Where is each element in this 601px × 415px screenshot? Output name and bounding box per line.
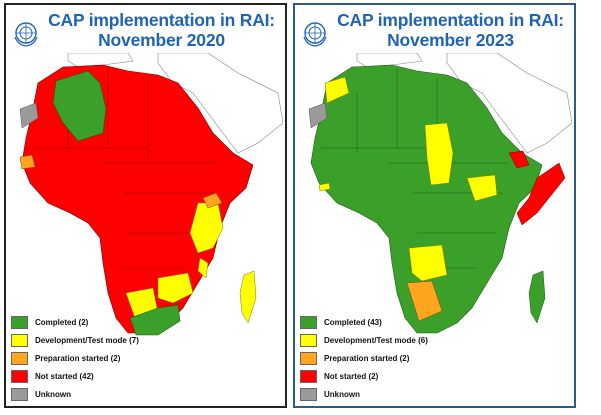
malawi-development	[197, 257, 209, 279]
legend-item-preparation: Preparation started (2)	[11, 349, 139, 367]
madagascar-development	[239, 270, 257, 324]
legend-label: Not started (42)	[35, 371, 94, 381]
legend-item-preparation: Preparation started (2)	[300, 349, 428, 367]
south-sudan-development	[466, 174, 498, 202]
panel-title: CAP implementation in RAI: November 2023	[331, 10, 570, 50]
legend-label: Preparation started (2)	[324, 353, 410, 363]
legend-swatch	[11, 387, 28, 401]
western-sahara-unknown	[19, 102, 39, 129]
africa-map-2020	[19, 53, 283, 336]
legend-swatch	[11, 315, 28, 329]
legend-swatch	[11, 369, 28, 383]
legend-label: Development/Test mode (7)	[35, 335, 139, 345]
western-sahara-unknown	[308, 102, 328, 129]
africa-completed	[310, 64, 543, 334]
legend: Completed (2) Development/Test mode (7) …	[11, 313, 139, 403]
legend-item-not-started: Not started (2)	[300, 367, 428, 385]
legend-item-development: Development/Test mode (6)	[300, 331, 428, 349]
legend-swatch	[300, 333, 317, 347]
legend-label: Unknown	[35, 389, 71, 399]
legend-label: Unknown	[324, 389, 360, 399]
legend-label: Development/Test mode (6)	[324, 335, 428, 345]
gambia-development	[318, 182, 331, 192]
eritrea-not-started	[508, 150, 530, 169]
legend-swatch	[300, 315, 317, 329]
legend-swatch	[300, 387, 317, 401]
wmo-emblem-icon	[14, 22, 38, 47]
legend-item-development: Development/Test mode (7)	[11, 331, 139, 349]
legend-swatch	[300, 369, 317, 383]
angola-development	[408, 244, 448, 282]
title-line-2: November 2020	[98, 30, 225, 50]
uganda-preparation	[202, 192, 223, 209]
legend: Completed (43) Development/Test mode (6)…	[300, 313, 428, 403]
legend-label: Completed (2)	[35, 317, 89, 327]
legend-item-unknown: Unknown	[11, 385, 139, 403]
legend-item-unknown: Unknown	[300, 385, 428, 403]
panel-title: CAP implementation in RAI: November 2020	[42, 10, 281, 50]
algeria-completed	[52, 70, 107, 142]
legend-label: Not started (2)	[324, 371, 379, 381]
panel-2020: CAP implementation in RAI: November 2020	[4, 3, 287, 408]
wmo-emblem-icon	[303, 22, 327, 47]
panel-2023: CAP implementation in RAI: November 2023	[293, 3, 576, 408]
legend-swatch	[11, 333, 28, 347]
legend-swatch	[11, 351, 28, 365]
namibia-preparation	[406, 280, 443, 322]
legend-item-completed: Completed (2)	[11, 313, 139, 331]
somalia-not-started	[516, 162, 566, 226]
title-line-1: CAP implementation in RAI:	[48, 10, 275, 30]
legend-label: Preparation started (2)	[35, 353, 121, 363]
title-line-1: CAP implementation in RAI:	[337, 10, 564, 30]
madagascar-completed	[528, 270, 546, 324]
chad-development	[424, 122, 454, 186]
morocco-development	[324, 76, 350, 104]
senegal-preparation	[19, 154, 36, 170]
africa-map-2023	[308, 53, 572, 334]
south-africa-completed	[129, 304, 181, 336]
zimbabwe-development	[157, 272, 194, 304]
legend-label: Completed (43)	[324, 317, 382, 327]
legend-swatch	[300, 351, 317, 365]
legend-item-completed: Completed (43)	[300, 313, 428, 331]
title-line-2: November 2023	[387, 30, 514, 50]
legend-item-not-started: Not started (42)	[11, 367, 139, 385]
